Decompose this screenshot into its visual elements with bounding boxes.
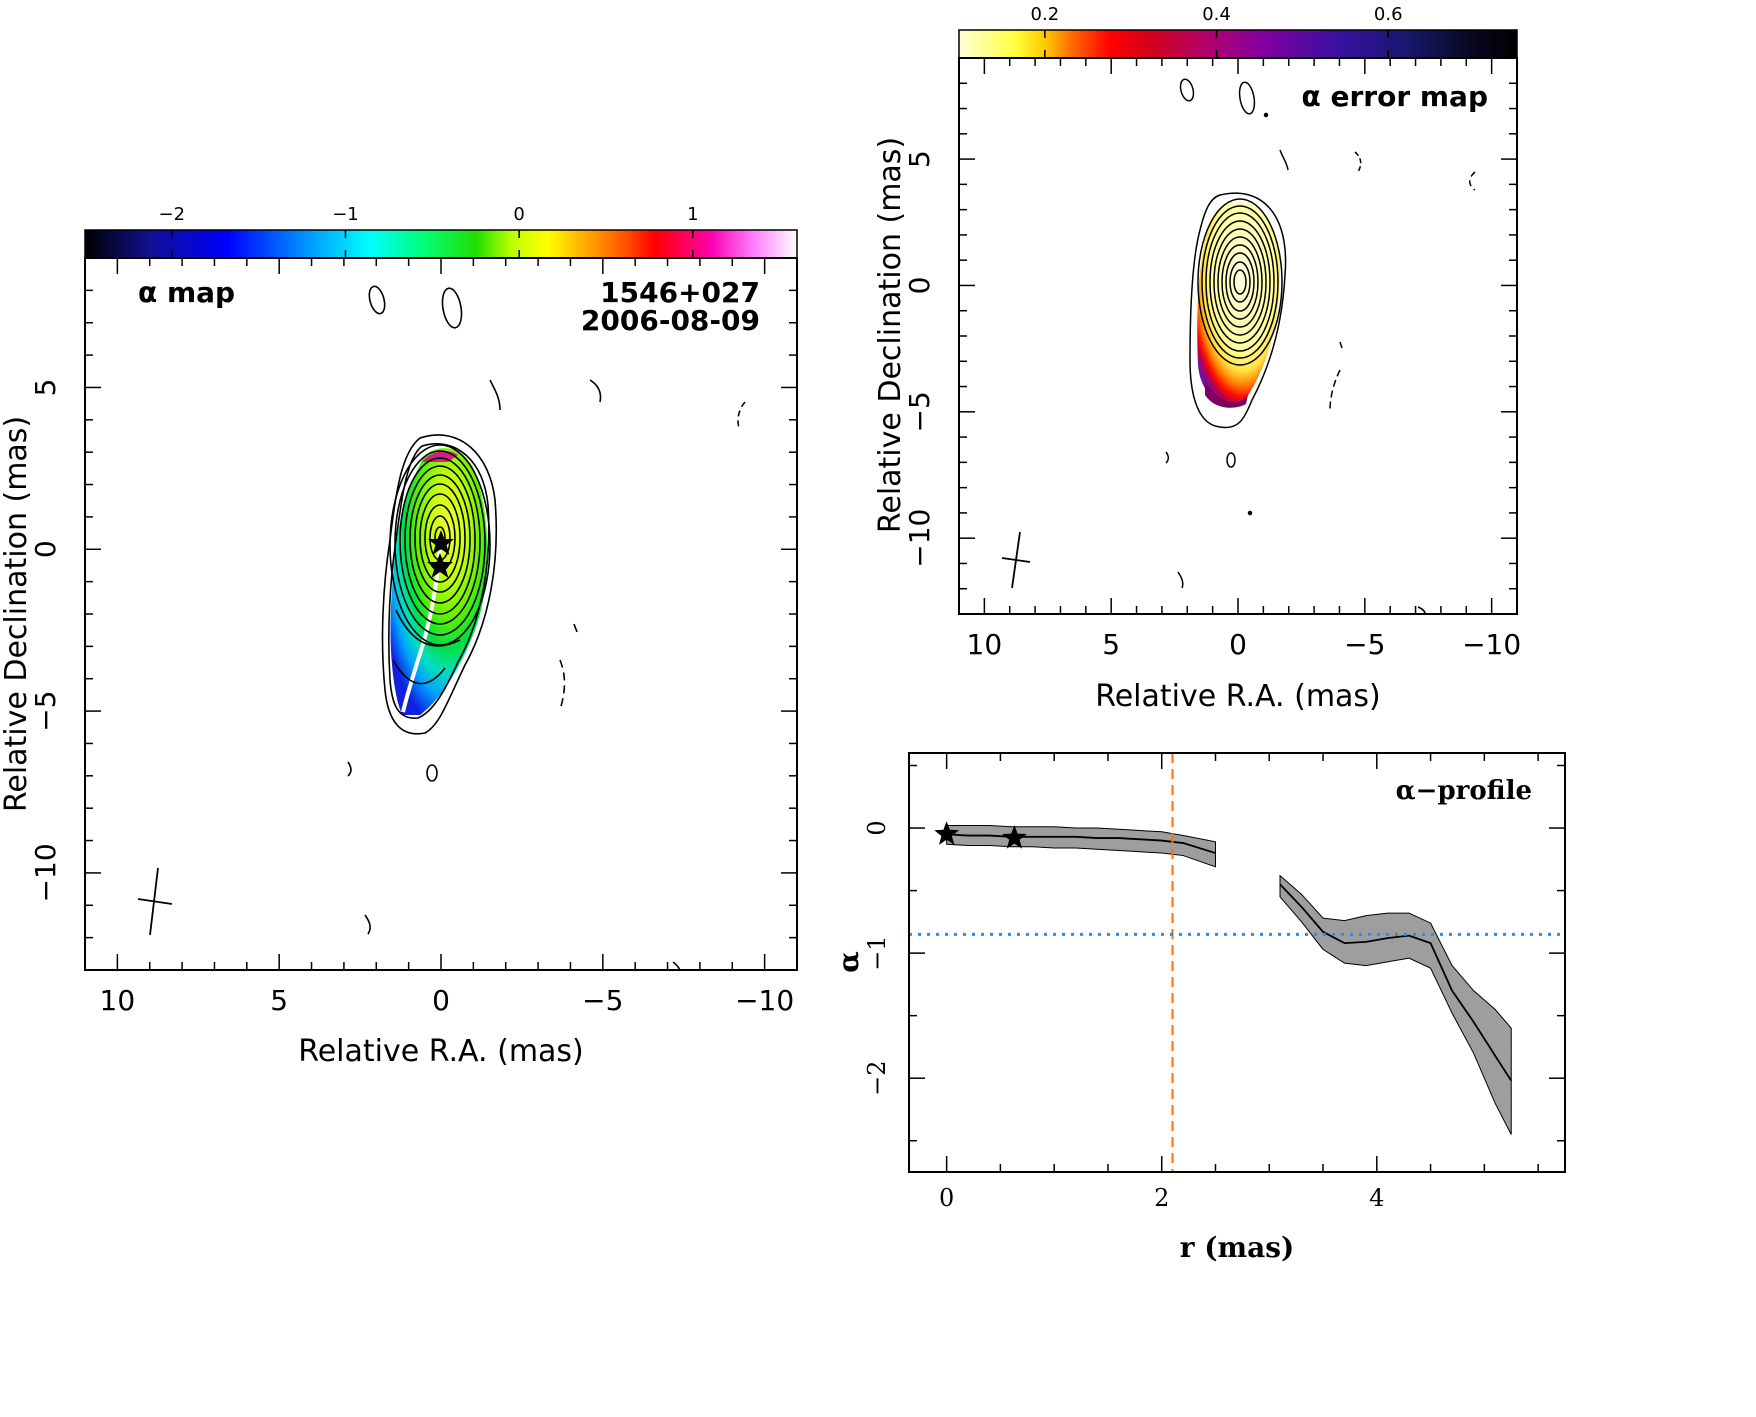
profile-error-band (946, 825, 1216, 868)
alpha-colorbar: −2 −1 0 1 (84, 204, 798, 259)
error-noise-contours (1165, 78, 1476, 614)
alpha-ticks (84, 257, 798, 971)
profile-title: α−profile (1396, 776, 1532, 806)
profile-xtick-label: 4 (1369, 1184, 1384, 1212)
error-xtick-label: −5 (1344, 628, 1385, 661)
error-cb-tick-label: 0.2 (1031, 4, 1060, 25)
alpha-ytick-label: −5 (29, 690, 62, 731)
error-colorbar-gradient (958, 29, 1518, 59)
profile-series-line (946, 833, 1216, 854)
alpha-ytick-label: −10 (29, 843, 62, 902)
error-beam-cross (1001, 531, 1031, 589)
error-xtick-label: 5 (1102, 628, 1120, 661)
profile-panel: 0 2 4 0 −1 −2 α−profile r (mas) α (832, 752, 1566, 1264)
error-ytick-label: −5 (903, 391, 936, 432)
error-cb-tick-label: 0.6 (1374, 4, 1403, 25)
error-xtick-label: 10 (967, 628, 1003, 661)
error-ytick-label: 0 (903, 277, 936, 295)
alpha-cb-tick-label: −1 (332, 204, 359, 225)
alpha-core-star (428, 530, 454, 555)
error-xlabel: Relative R.A. (mas) (1095, 679, 1381, 714)
error-ticks (958, 57, 1518, 615)
alpha-date: 2006-08-09 (581, 304, 760, 337)
alpha-xtick-label: −5 (582, 984, 623, 1017)
alpha-map-label: α map (138, 276, 235, 309)
alpha-ytick-label: 0 (29, 540, 62, 558)
profile-frame (908, 752, 1566, 1173)
alpha-cb-tick-label: 1 (687, 204, 698, 225)
profile-error-band (1279, 874, 1512, 1135)
profile-xlabel: r (mas) (1180, 1231, 1295, 1264)
error-xtick-label: −10 (1462, 628, 1521, 661)
alpha-beam-cross (137, 867, 173, 936)
error-ytick-label: 5 (903, 150, 936, 168)
error-map-label: α error map (1302, 80, 1489, 113)
profile-ytick-label: 0 (863, 820, 891, 835)
profile-xtick-label: 2 (1154, 1184, 1169, 1212)
profile-series-line (1279, 883, 1512, 1082)
alpha-ytick-label: 5 (29, 379, 62, 397)
error-bottom-patch (1205, 380, 1248, 408)
alpha-xtick-label: 10 (100, 984, 136, 1017)
alpha-colorbar-gradient (84, 229, 798, 259)
error-ytick-label: −10 (903, 509, 936, 568)
alpha-xtick-label: 5 (270, 984, 288, 1017)
alpha-source-name: 1546+027 (600, 276, 760, 309)
error-ylabel: Relative Declination (mas) (873, 137, 908, 533)
error-map-panel: 0.2 0.4 0.6 (873, 4, 1521, 714)
alpha-cb-tick-label: −2 (159, 204, 186, 225)
alpha-noise-contours (347, 285, 746, 970)
error-colorbar: 0.2 0.4 0.6 (958, 4, 1518, 59)
profile-ytick-label: −1 (863, 935, 891, 970)
error-contours (1189, 192, 1287, 429)
alpha-cb-tick-label: 0 (513, 204, 524, 225)
profile-xtick-label: 0 (939, 1184, 954, 1212)
profile-star-marker (934, 821, 959, 845)
alpha-map-panel: −2 −1 0 1 (0, 204, 798, 1069)
profile-ylabel: α (832, 951, 865, 973)
alpha-xlabel: Relative R.A. (mas) (298, 1034, 584, 1069)
profile-ytick-label: −2 (863, 1060, 891, 1095)
alpha-xtick-label: −10 (735, 984, 794, 1017)
profile-ticks (909, 753, 1565, 1172)
alpha-ylabel: Relative Declination (mas) (0, 416, 34, 812)
error-xtick-label: 0 (1229, 628, 1247, 661)
alpha-secondary-star (427, 553, 453, 578)
alpha-xtick-label: 0 (432, 984, 450, 1017)
error-cb-tick-label: 0.4 (1202, 4, 1231, 25)
alpha-ridge-line (401, 544, 442, 713)
profile-star-marker (1002, 825, 1027, 849)
